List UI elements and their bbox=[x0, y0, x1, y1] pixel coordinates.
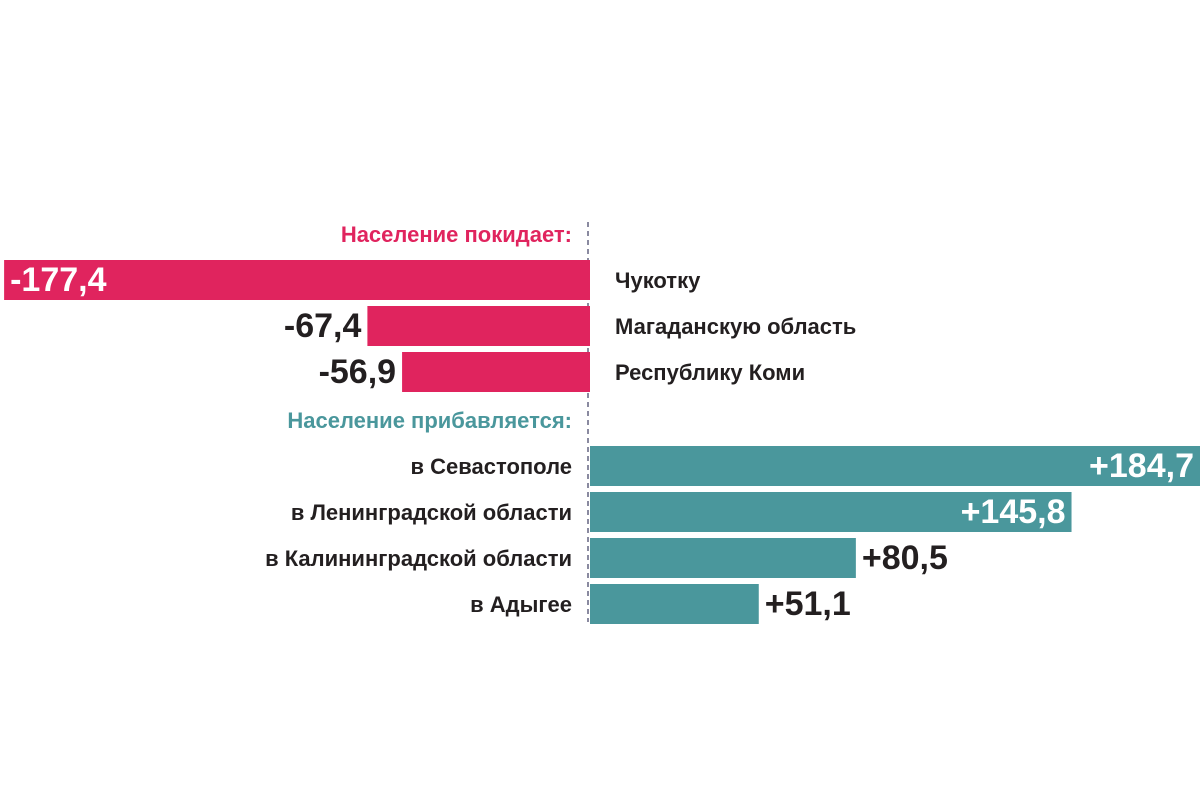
value-label: +51,1 bbox=[765, 585, 851, 623]
value-label: +184,7 bbox=[1089, 447, 1194, 485]
bar bbox=[367, 306, 590, 346]
category-label: в Калининградской области bbox=[265, 546, 572, 571]
value-label: +80,5 bbox=[862, 539, 948, 577]
category-label: в Севастополе bbox=[411, 454, 573, 479]
value-label: -67,4 bbox=[284, 307, 362, 345]
bar bbox=[4, 260, 590, 300]
value-label: -177,4 bbox=[10, 261, 106, 299]
category-label: Республику Коми bbox=[615, 360, 805, 385]
bar bbox=[402, 352, 590, 392]
category-label: Магаданскую область bbox=[615, 314, 856, 339]
category-label: Чукотку bbox=[615, 268, 701, 293]
category-label: в Ленинградской области bbox=[291, 500, 572, 525]
bar bbox=[590, 446, 1200, 486]
group-heading: Население покидает: bbox=[341, 222, 572, 247]
value-label: -56,9 bbox=[319, 353, 397, 391]
bar bbox=[590, 584, 759, 624]
group-heading: Население прибавляется: bbox=[287, 408, 572, 433]
value-label: +145,8 bbox=[961, 493, 1066, 531]
bar bbox=[590, 492, 1072, 532]
bar bbox=[590, 538, 856, 578]
category-label: в Адыгее bbox=[470, 592, 572, 617]
